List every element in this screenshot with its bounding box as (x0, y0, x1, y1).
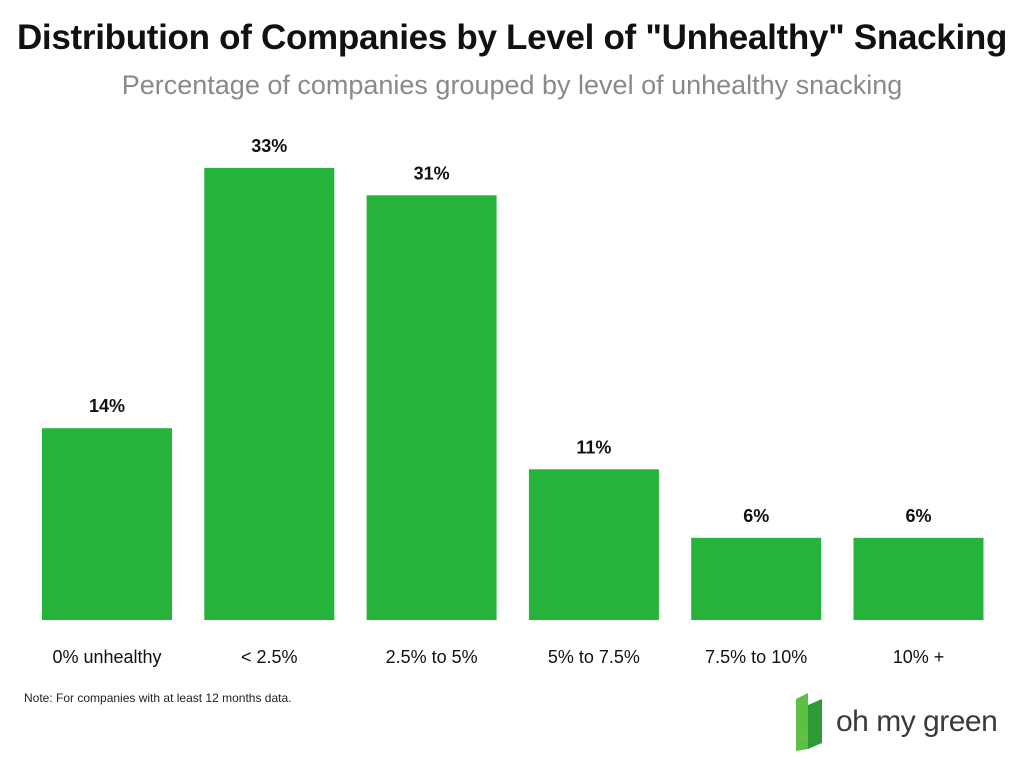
data-label: 11% (576, 437, 611, 457)
chart-note: Note: For companies with at least 12 mon… (24, 691, 292, 705)
bar (853, 537, 984, 620)
oh-my-green-logo-icon (796, 693, 822, 751)
data-label: 31% (414, 163, 450, 183)
category-label: 5% to 7.5% (548, 647, 640, 667)
category-label: 0% unhealthy (52, 647, 161, 667)
brand-logo: oh my green (792, 690, 998, 754)
data-label: 6% (905, 506, 931, 526)
data-label: 6% (743, 506, 769, 526)
chart-subtitle: Percentage of companies grouped by level… (121, 70, 903, 100)
category-label: 10% + (893, 647, 945, 667)
category-label: 7.5% to 10% (705, 647, 807, 667)
data-label: 33% (251, 136, 287, 156)
chart-title: Distribution of Companies by Level of "U… (16, 18, 1008, 57)
brand-name: oh my green (836, 705, 998, 738)
bar (42, 428, 172, 620)
category-label: 2.5% to 5% (386, 647, 478, 667)
bar (366, 195, 497, 621)
category-label: < 2.5% (241, 647, 298, 667)
data-label: 14% (89, 396, 125, 416)
bar (528, 469, 659, 620)
bar (204, 167, 335, 620)
bar (691, 537, 822, 620)
